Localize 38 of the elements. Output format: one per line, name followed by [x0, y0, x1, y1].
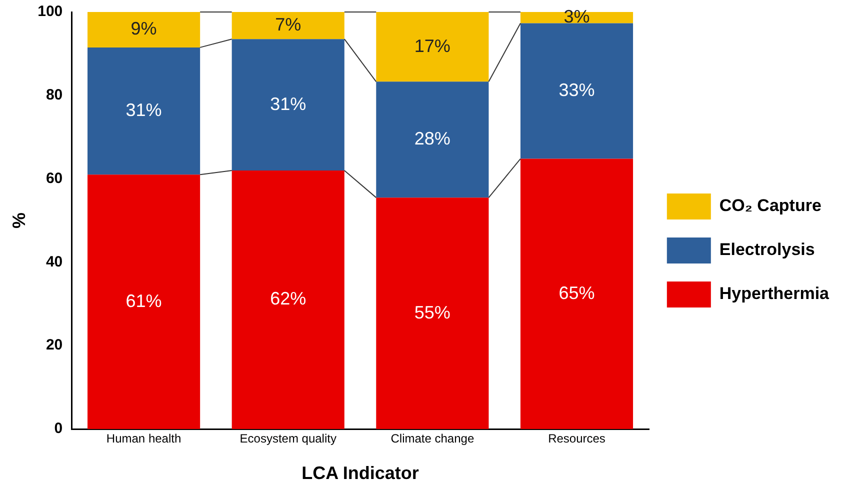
y-tick-label: 80 [46, 86, 63, 104]
data-label: 33% [558, 80, 595, 100]
bar [376, 12, 489, 82]
y-tick-label: 60 [46, 170, 63, 187]
x-tick-label: Human health [106, 432, 182, 446]
data-label: 3% [564, 6, 590, 27]
y-tick-label: 0 [54, 420, 63, 438]
bar [88, 47, 200, 175]
data-label: 65% [558, 282, 595, 303]
bar [376, 198, 489, 429]
bar [232, 12, 344, 40]
y-tick-label: 40 [46, 253, 63, 270]
bar [232, 39, 344, 170]
bar [520, 158, 634, 429]
legend-label: CO₂ Capture [719, 196, 822, 216]
data-label: 62% [270, 288, 306, 309]
x-tick-label: Climate change [390, 432, 474, 446]
legend-label: Hyperthermia [719, 284, 830, 304]
y-tick-label: 100 [38, 3, 63, 20]
bar [88, 174, 200, 429]
bar [520, 23, 634, 159]
data-label: 17% [414, 36, 450, 56]
x-tick-label: Resources [548, 432, 606, 446]
data-label: 31% [126, 100, 162, 120]
data-label: 55% [414, 302, 450, 322]
data-label: 7% [275, 14, 302, 35]
x-axis-title: LCA Indicator [302, 463, 419, 484]
data-label: 28% [414, 128, 450, 149]
x-tick-label: Ecosystem quality [240, 432, 336, 446]
legend-label: Electrolysis [719, 240, 815, 260]
bar [88, 12, 200, 48]
data-label: 61% [126, 290, 162, 311]
data-label: 9% [130, 18, 157, 39]
bar [232, 170, 344, 429]
y-axis-title: % [8, 212, 29, 229]
bar [376, 82, 489, 198]
data-label: 31% [270, 94, 306, 114]
y-tick-label: 20 [46, 336, 63, 354]
